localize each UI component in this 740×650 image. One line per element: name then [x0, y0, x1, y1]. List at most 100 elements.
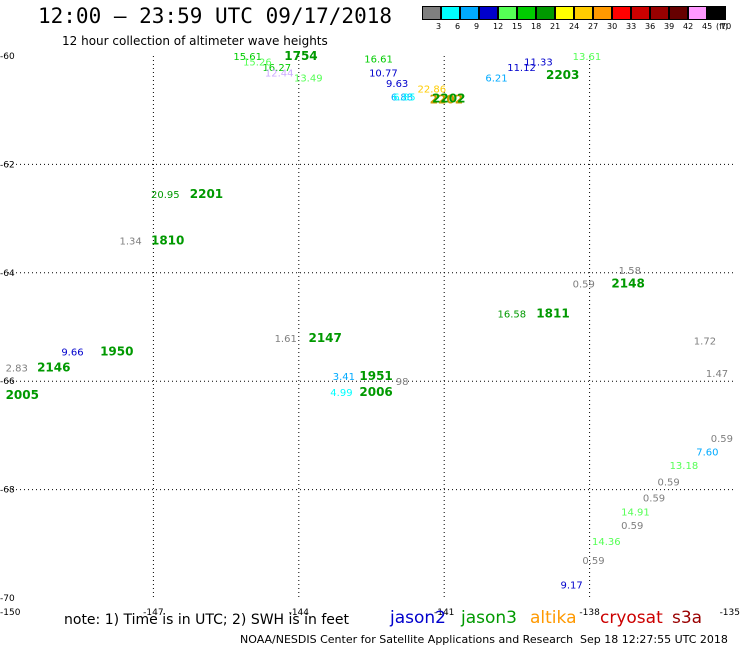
legend-color-swatch	[422, 6, 441, 20]
wave-height-value: 9.66	[61, 347, 83, 358]
legend-value-label: 42	[683, 22, 694, 31]
legend-unit: (ft)	[716, 22, 729, 31]
legend-color-swatch	[517, 6, 536, 20]
wave-height-value: 20.95	[151, 190, 180, 201]
legend-color-swatch	[574, 6, 593, 20]
wave-height-value: 14.36	[592, 537, 621, 548]
observation-time-label: 1754	[284, 49, 317, 63]
legend-value-label: 9	[474, 22, 480, 31]
legend-value-label: 27	[588, 22, 599, 31]
longitude-tick-label: -147	[143, 608, 163, 618]
wave-height-value: 0.59	[582, 556, 604, 567]
wave-height-value: 16.27	[262, 63, 291, 74]
generation-timestamp: Sep 18 12:27:55 UTC 2018	[580, 633, 728, 646]
legend-color-swatch	[536, 6, 555, 20]
observation-time-label: 2006	[359, 385, 392, 399]
wave-height-value: 0.59	[643, 494, 665, 505]
latitude-tick-label: -70	[0, 594, 15, 604]
wave-height-value: 22.86	[418, 85, 447, 96]
legend-color-swatch	[707, 6, 726, 20]
wave-height-value: 16.61	[364, 55, 393, 66]
axis-labels: -150 -147 -144 -141 -138 -135 -60 -62 -64 -66 -68 -…	[0, 52, 740, 618]
credit-line: NOAA/NESDIS Center for Satellite Applica…	[240, 633, 574, 646]
observation-time-label: 1950	[100, 344, 133, 358]
wave-height-value: 0.59	[657, 477, 679, 488]
observation-time-label: 1811	[536, 306, 569, 320]
page-title: 12:00 – 23:59 UTC 09/17/2018	[38, 4, 393, 28]
wave-height-value: 10.77	[369, 68, 398, 79]
wave-height-value: 1.34	[119, 236, 141, 247]
legend-value-label: 6	[455, 22, 461, 31]
wave-height-value: 1.72	[694, 337, 716, 348]
wave-height-value: 7.60	[696, 448, 718, 459]
longitude-tick-label: -135	[720, 608, 740, 618]
satellite-name: s3a	[672, 608, 703, 628]
wave-height-value: 13.49	[294, 74, 323, 85]
longitude-tick-label: -138	[579, 608, 600, 618]
observation-time-label: 2147	[308, 331, 341, 345]
legend-value-label: 12	[493, 22, 504, 31]
wave-height-value: 13.61	[573, 52, 602, 63]
satellite-name: jason2	[390, 608, 446, 628]
satellite-name: jason3	[461, 608, 517, 628]
latitude-tick-label: -66	[0, 377, 15, 387]
legend-value-label: 30	[607, 22, 618, 31]
observation-time-label: 2201	[190, 187, 223, 201]
wave-height-value: 15.26	[243, 57, 272, 68]
latitude-tick-label: -62	[0, 160, 15, 170]
wave-height-value: 11.12	[507, 63, 536, 74]
wave-height-value: 12.44	[265, 68, 294, 79]
legend-value-label: 18	[531, 22, 542, 31]
observation-time-label: 2146	[37, 361, 70, 375]
legend-color-swatch	[593, 6, 612, 20]
observation-time-label: 1810	[151, 233, 184, 247]
observation-time-label: 1951	[359, 369, 392, 383]
wave-height-value: 98	[396, 377, 409, 388]
satellite-name: cryosat	[600, 608, 663, 628]
page-subtitle: 12 hour collection of altimeter wave hei…	[62, 34, 328, 48]
wave-height-value: 2.83	[6, 364, 28, 375]
legend-value-label: 36	[645, 22, 656, 31]
legend-value-label: 70	[721, 22, 732, 31]
wave-height-value: 4.99	[330, 388, 352, 399]
wave-height-value: 1.61	[275, 334, 297, 345]
legend-color-swatch	[650, 6, 669, 20]
legend-value-label: 45	[702, 22, 713, 31]
legend-value-label: 33	[626, 22, 637, 31]
observation-time-label: 2202	[430, 92, 463, 106]
wave-height-value: 0.59	[711, 434, 733, 445]
wave-height-value: 16.58	[498, 309, 527, 320]
wave-height-value: 13.18	[670, 461, 699, 472]
longitude-tick-label: -150	[0, 608, 21, 618]
wave-height-value: 6.88	[391, 93, 413, 104]
legend-value-label: 24	[569, 22, 580, 31]
latitude-tick-label: -64	[0, 269, 15, 279]
wave-height-value: 9.63	[386, 79, 408, 90]
longitude-tick-label: -141	[434, 608, 454, 618]
wave-height-value: 3.41	[333, 372, 355, 383]
observation-time-label: 2202	[432, 91, 465, 105]
legend-color-swatch	[498, 6, 517, 20]
legend-color-swatch	[669, 6, 688, 20]
legend-color-swatch	[688, 6, 707, 20]
wave-height-value: 15.61	[233, 52, 262, 63]
legend-color-swatch	[460, 6, 479, 20]
legend-value-label: 21	[550, 22, 561, 31]
longitude-tick-label: -144	[289, 608, 310, 618]
wave-height-value: 6.85	[393, 93, 415, 104]
observation-time-label: 2005	[6, 388, 39, 402]
legend-value-label: 3	[436, 22, 442, 31]
wave-height-value: 1.58	[619, 266, 641, 277]
latitude-tick-label: -60	[0, 52, 15, 62]
wave-height-value: 14.91	[621, 507, 650, 518]
satellite-name: altika	[530, 608, 577, 628]
legend-color-swatch	[612, 6, 631, 20]
latitude-tick-label: -68	[0, 486, 15, 496]
wave-height-value: 11.33	[524, 57, 553, 68]
observation-time-label: 2203	[546, 68, 579, 82]
legend-color-swatch	[555, 6, 574, 20]
legend-color-swatch	[441, 6, 460, 20]
wave-height-value: 0.59	[621, 521, 643, 532]
